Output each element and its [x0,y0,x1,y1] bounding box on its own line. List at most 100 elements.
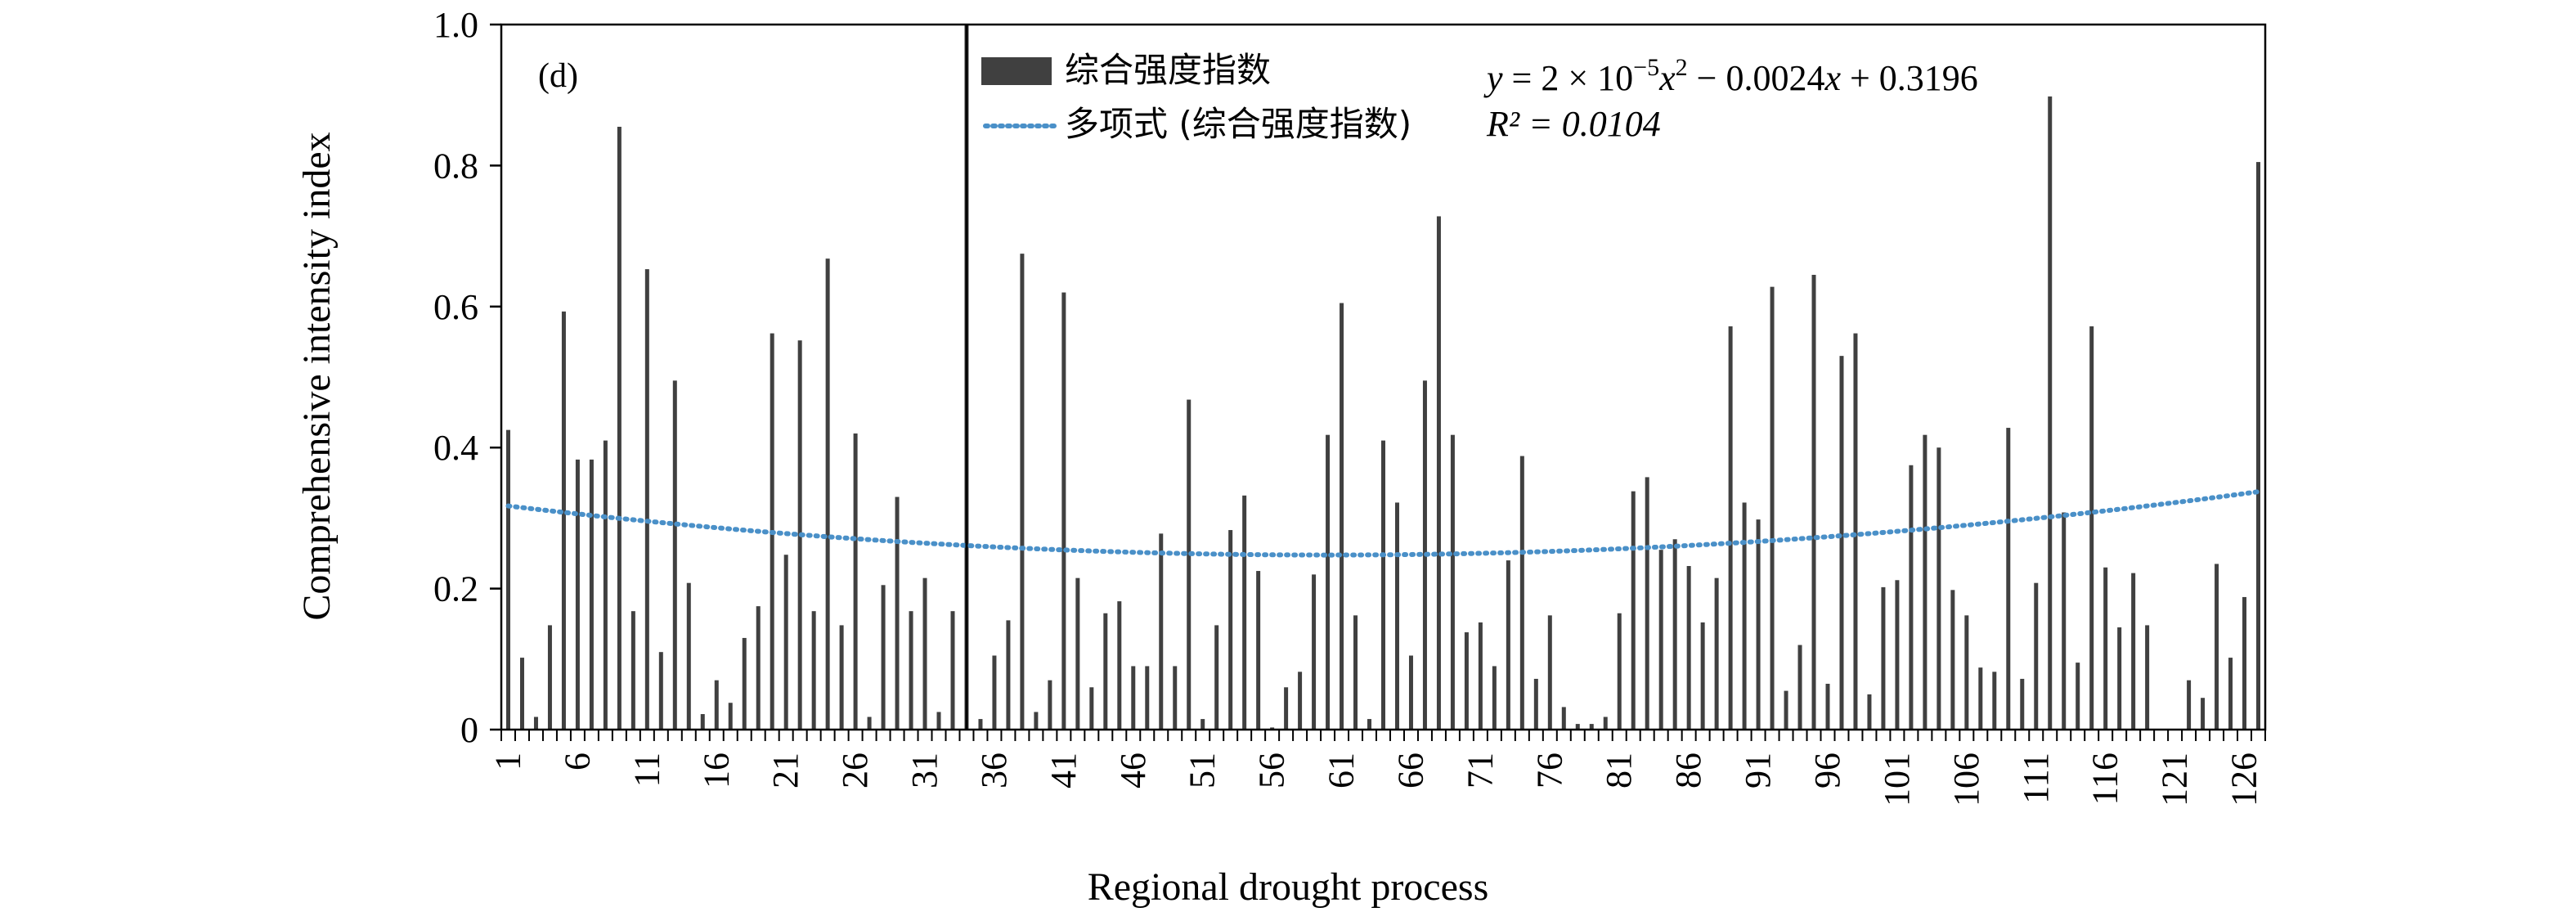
bar-85 [1672,539,1677,730]
y-tick-label-1: 0.2 [433,569,478,609]
bar-43 [1089,687,1094,730]
bar-17 [728,703,733,730]
bar-107 [1978,667,1983,730]
equation-end: + 0.3196 [1841,58,1978,98]
bar-63 [1367,719,1372,730]
bar-37 [1006,620,1011,730]
bar-126 [2242,596,2247,730]
bar-72 [1492,666,1497,730]
y-axis-label: Comprehensive intensity index [295,132,339,620]
equation-body: = 2 × 10 [1503,58,1634,98]
plot-frame [500,23,2267,731]
bar-114 [2076,663,2080,730]
bar-28 [881,585,886,730]
equation-x2: x [1824,58,1841,98]
bar-68 [1436,216,1441,730]
bar-12 [658,652,663,730]
bar-36 [992,655,997,730]
bar-89 [1728,326,1733,730]
bar-92 [1770,286,1775,730]
bar-24 [825,258,830,730]
x-tick-label-7: 36 [974,753,1014,788]
x-tick-label-8: 41 [1043,753,1084,788]
bar-58 [1298,672,1303,730]
bar-47 [1145,666,1150,730]
bar-46 [1131,666,1136,730]
bar-19 [756,606,761,730]
bar-125 [2228,658,2233,730]
bar-104 [1936,447,1941,730]
bar-103 [1923,434,1928,730]
bar-57 [1284,687,1289,730]
legend-bar-label: 综合强度指数 [1065,50,1271,90]
legend-trend-label: 多项式 (综合强度指数) [1065,104,1411,144]
equation-x: x [1658,58,1676,98]
bar-10 [631,611,635,730]
x-tick-label-4: 21 [765,753,806,788]
bar-71 [1478,622,1483,730]
bar-38 [1020,254,1025,730]
bar-56 [1270,727,1275,730]
bar-73 [1506,560,1510,730]
bar-108 [1992,672,1997,730]
bar-74 [1519,456,1524,730]
bar-50 [1187,399,1192,730]
bar-111 [2034,582,2039,730]
bar-60 [1326,434,1331,730]
bar-117 [2117,627,2122,730]
x-tick-label-1: 6 [557,753,597,770]
x-tick-label-24: 121 [2155,753,2195,806]
bar-66 [1408,655,1413,730]
bar-41 [1061,292,1066,730]
equation-sq: 2 [1676,54,1688,81]
bar-33 [950,611,955,730]
bar-69 [1450,434,1455,730]
bar-13 [672,380,677,730]
x-tick-label-17: 86 [1668,753,1708,788]
x-tick-label-9: 46 [1113,753,1153,788]
bar-110 [2020,678,2025,730]
bar-4 [547,625,552,730]
bar-9 [617,126,622,730]
bar-65 [1394,502,1399,730]
bar-87 [1700,622,1705,730]
bar-29 [895,496,900,730]
bar-54 [1242,495,1247,730]
bar-53 [1228,530,1233,730]
bar-76 [1547,615,1552,730]
equation-y: y [1483,58,1503,98]
x-tick-label-20: 101 [1877,753,1917,806]
bar-100 [1881,586,1886,730]
bar-122 [2187,680,2192,730]
bar-40 [1048,680,1052,730]
x-tick-label-10: 51 [1183,753,1223,788]
bar-98 [1853,333,1858,730]
bar-42 [1075,577,1080,730]
bar-79 [1589,724,1594,730]
bar-106 [1964,615,1969,730]
x-tick-label-14: 71 [1460,753,1500,788]
bar-32 [936,712,941,730]
x-tick-label-16: 81 [1599,753,1639,788]
trend-layer [505,489,2261,558]
bar-45 [1117,601,1122,730]
bar-96 [1825,683,1830,730]
bar-97 [1839,356,1844,730]
bar-48 [1159,533,1164,730]
bar-51 [1200,719,1205,730]
equation-rest: − 0.0024 [1688,58,1825,98]
bar-70 [1464,632,1469,730]
bar-109 [2006,428,2011,730]
x-tick-label-12: 61 [1322,753,1362,788]
bar-6 [575,459,580,730]
bar-116 [2103,567,2108,730]
bar-44 [1103,613,1108,730]
x-tick-label-21: 106 [1946,753,1986,806]
x-tick-label-15: 76 [1529,753,1569,788]
bar-86 [1686,566,1691,730]
bar-101 [1895,580,1900,730]
bar-35 [978,719,983,730]
bar-1 [505,429,510,730]
bar-64 [1381,440,1385,730]
